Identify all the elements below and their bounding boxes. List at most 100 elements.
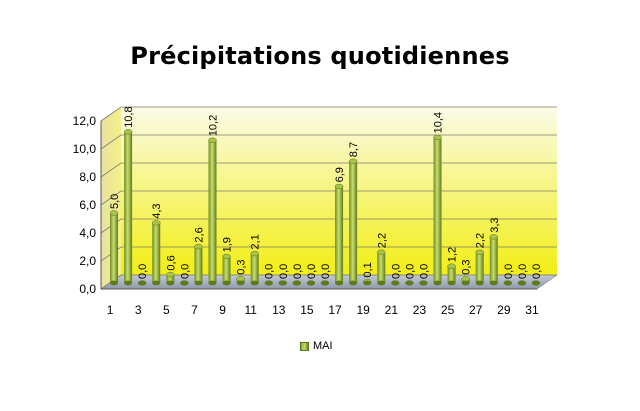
- chart-title: Précipitations quotidiennes: [130, 42, 510, 70]
- bar-bottom: [461, 280, 470, 286]
- bar: [180, 280, 189, 286]
- bar-bottom: [264, 280, 273, 286]
- bar-bottom: [447, 280, 456, 286]
- bar: [151, 220, 161, 286]
- legend-swatch: [300, 341, 309, 351]
- bar: [503, 280, 513, 286]
- y-tick-label: 4,0: [79, 226, 96, 240]
- data-label: 6,9: [334, 167, 346, 182]
- bar-top: [334, 183, 344, 190]
- bar-bottom: [531, 280, 540, 286]
- bar-bottom: [110, 280, 119, 286]
- bar-bottom: [363, 280, 372, 286]
- bar-body: [489, 236, 498, 283]
- bar: [531, 280, 541, 286]
- bar: [475, 249, 484, 286]
- bar-bottom: [194, 280, 203, 286]
- bar-body: [377, 252, 386, 283]
- data-label: 0,0: [531, 264, 543, 279]
- bar-top: [208, 137, 217, 143]
- bar: [461, 276, 470, 286]
- data-label: 10,8: [123, 106, 135, 127]
- x-tick-label: 5: [163, 303, 170, 317]
- data-label: 0,0: [179, 264, 191, 279]
- data-label: 3,3: [489, 218, 501, 233]
- bar-bottom: [306, 280, 315, 286]
- x-tick-label: 19: [357, 303, 371, 317]
- data-label: 10,2: [207, 115, 219, 136]
- bar-body: [433, 137, 442, 283]
- bar-top: [489, 234, 499, 240]
- bar-bottom: [180, 280, 189, 286]
- bars: [109, 129, 541, 286]
- bar-bottom: [208, 280, 217, 286]
- bar-top: [447, 263, 456, 269]
- x-tick-label: 27: [469, 303, 483, 317]
- data-label: 0,0: [264, 264, 276, 279]
- bar: [109, 210, 119, 286]
- bar: [222, 253, 231, 286]
- bar: [264, 280, 273, 286]
- bar-bottom: [124, 280, 133, 286]
- gridline: [100, 134, 557, 150]
- x-tick-label: 17: [328, 303, 342, 317]
- bar: [405, 280, 414, 286]
- x-tick-label: 21: [385, 303, 399, 317]
- bar-bottom: [489, 280, 498, 286]
- bar-bottom: [475, 280, 484, 286]
- x-tick-label: 25: [441, 303, 455, 317]
- bar: [517, 280, 527, 286]
- bar-body: [194, 246, 203, 283]
- data-label: 1,9: [222, 237, 234, 252]
- bar-body: [152, 222, 161, 283]
- axes: 0,02,04,06,08,010,012,01 3 5 7 9 11 13 15 17 19 21…: [73, 114, 539, 317]
- data-label: 0,3: [236, 260, 248, 275]
- bar: [489, 234, 499, 286]
- bar: [306, 280, 316, 286]
- data-label: 5,0: [109, 194, 121, 209]
- data-label: 0,0: [517, 264, 529, 279]
- bar-body: [475, 252, 484, 283]
- gridline: [100, 218, 557, 234]
- bar-bottom: [433, 280, 442, 286]
- bar-body: [166, 274, 175, 283]
- bar: [447, 263, 456, 286]
- bar-body: [447, 266, 456, 283]
- bar: [236, 276, 245, 286]
- data-label: 8,7: [348, 142, 360, 157]
- bar-bottom: [166, 280, 175, 286]
- gridline: [100, 162, 557, 178]
- bar-body: [110, 213, 119, 283]
- bar: [292, 280, 302, 286]
- data-label: 0,0: [503, 264, 515, 279]
- bar-top: [194, 243, 203, 250]
- bar-body: [124, 131, 133, 283]
- bar-top: [348, 158, 358, 164]
- data-label: 0,0: [418, 264, 430, 279]
- bar-bottom: [222, 280, 231, 286]
- data-label: 0,0: [404, 264, 416, 279]
- x-tick-label: 15: [300, 303, 314, 317]
- bar-bottom: [391, 280, 400, 286]
- data-label: 0,0: [292, 264, 304, 279]
- bar-bottom: [419, 280, 428, 286]
- gridlines: [100, 106, 557, 290]
- bar: [377, 249, 386, 286]
- data-label: 2,6: [193, 227, 205, 242]
- data-labels: 5,010,80,04,30,60,02,610,21,90,32,10,0 0,…: [109, 106, 543, 279]
- y-tick-label: 8,0: [79, 170, 96, 184]
- x-tick-label: 11: [244, 303, 257, 317]
- x-tick-label: 1: [107, 303, 114, 317]
- bar-top: [236, 276, 245, 282]
- bar-top: [433, 134, 442, 141]
- data-label: 0,0: [137, 264, 149, 279]
- bar: [166, 271, 175, 286]
- bar-body: [250, 253, 259, 283]
- x-tick-label: 29: [497, 303, 511, 317]
- data-label: 0,0: [278, 264, 290, 279]
- y-tick-label: 10,0: [73, 142, 97, 156]
- bar-top: [123, 129, 133, 135]
- data-label: 2,2: [376, 233, 388, 248]
- y-tick-label: 6,0: [79, 198, 96, 212]
